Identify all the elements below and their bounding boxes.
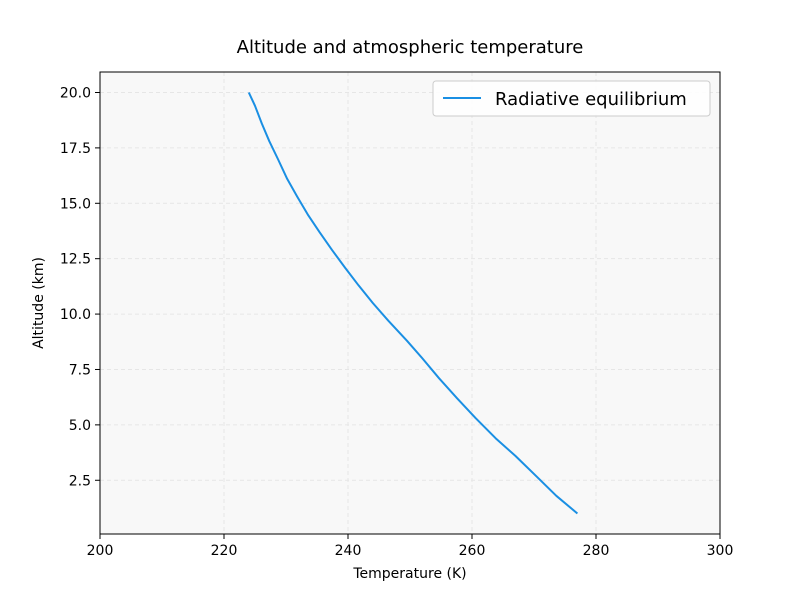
x-tick-label: 240 — [335, 543, 362, 559]
chart-title: Altitude and atmospheric temperature — [237, 37, 584, 58]
y-axis-label: Altitude (km) — [31, 257, 47, 349]
x-tick-label: 260 — [459, 543, 486, 559]
x-tick-label: 300 — [707, 543, 734, 559]
legend: Radiative equilibrium — [432, 80, 711, 117]
series-line-radiative-equilibrium — [247, 92, 579, 515]
y-tick-label: 12.5 — [60, 252, 91, 268]
y-tick-label: 10.0 — [60, 307, 91, 323]
x-tick-label: 200 — [87, 543, 114, 559]
y-tick-label: 20.0 — [60, 85, 91, 101]
plot-background — [100, 72, 720, 534]
legend-box — [432, 80, 711, 117]
y-tick-label: 2.5 — [69, 473, 91, 489]
legend-label: Radiative equilibrium — [495, 89, 687, 110]
plot-frame — [99, 71, 721, 535]
y-axis-ticks: 2.5 5.0 7.5 10.0 12.5 15.0 17.5 20.0 — [60, 85, 100, 489]
x-tick-label: 220 — [211, 543, 238, 559]
x-axis-label: Temperature (K) — [352, 566, 466, 582]
y-tick-label: 17.5 — [60, 141, 91, 157]
series-group — [247, 92, 579, 515]
y-tick-label: 5.0 — [69, 418, 91, 434]
x-tick-label: 280 — [583, 543, 610, 559]
y-tick-label: 7.5 — [69, 362, 91, 378]
x-axis-ticks: 200 220 240 260 280 300 — [87, 534, 734, 559]
y-tick-label: 15.0 — [60, 196, 91, 212]
